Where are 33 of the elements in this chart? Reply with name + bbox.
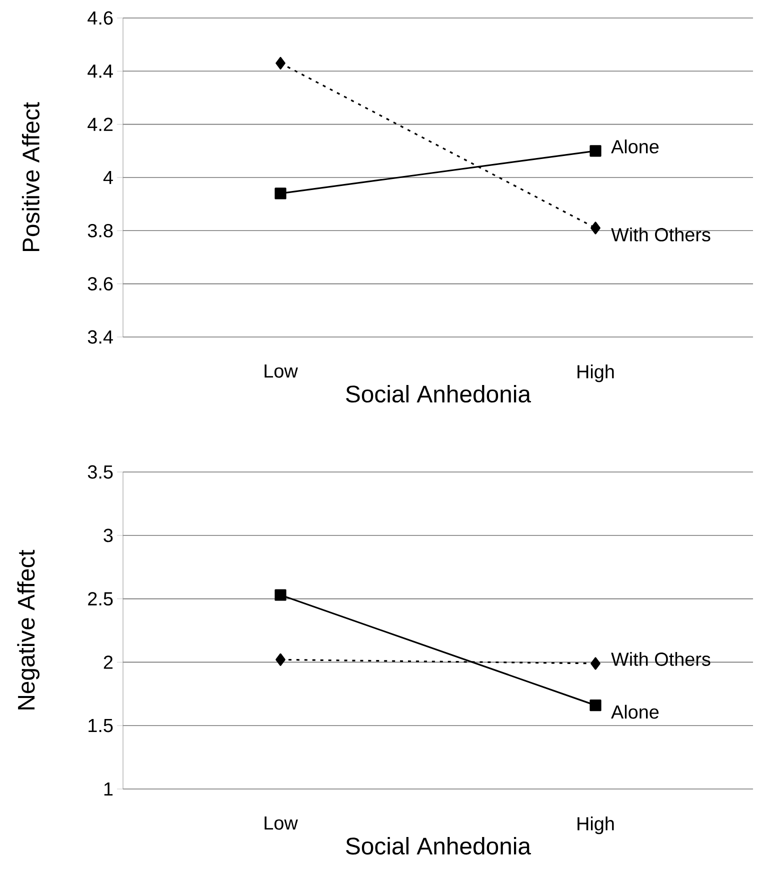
x-tick-label: Low: [264, 364, 298, 378]
x-tick-label: High: [578, 364, 614, 382]
y-tick-label: 1: [104, 782, 113, 796]
point: [274, 188, 286, 200]
series-label: Alone: [611, 704, 659, 719]
y-tick-label: 1.5: [88, 719, 113, 732]
point: [590, 222, 600, 234]
x-axis-title: Social Anhedonia: [346, 384, 531, 403]
y-axis-title: Positive Affect: [22, 102, 40, 252]
x-tick-label: Low: [264, 816, 298, 830]
series-label: Alone: [611, 139, 659, 154]
series-label: With Others: [611, 228, 710, 242]
y-tick-label: 3: [104, 528, 113, 542]
x-tick-label: High: [578, 816, 614, 834]
y-tick-label: 3.6: [88, 277, 113, 291]
y-tick-label: 4.4: [88, 64, 113, 78]
y-tick-label: 2: [104, 656, 113, 669]
point: [590, 700, 602, 712]
point: [276, 653, 286, 666]
point: [276, 56, 286, 70]
y-tick-label: 4: [103, 170, 113, 184]
point: [590, 145, 602, 157]
point: [274, 589, 286, 601]
series-label: With Others: [611, 652, 710, 666]
y-tick-label: 3.8: [88, 224, 113, 238]
y-axis-title: Negative Affect: [17, 550, 40, 710]
x-axis-title: Social Anhedonia: [346, 837, 531, 855]
y-tick-label: 3.4: [88, 330, 113, 344]
y-tick-label: 4.6: [88, 11, 113, 25]
point: [590, 657, 600, 670]
y-tick-label: 4.2: [88, 118, 113, 131]
y-tick-label: 2.5: [88, 592, 113, 606]
y-tick-label: 3.5: [88, 465, 113, 479]
